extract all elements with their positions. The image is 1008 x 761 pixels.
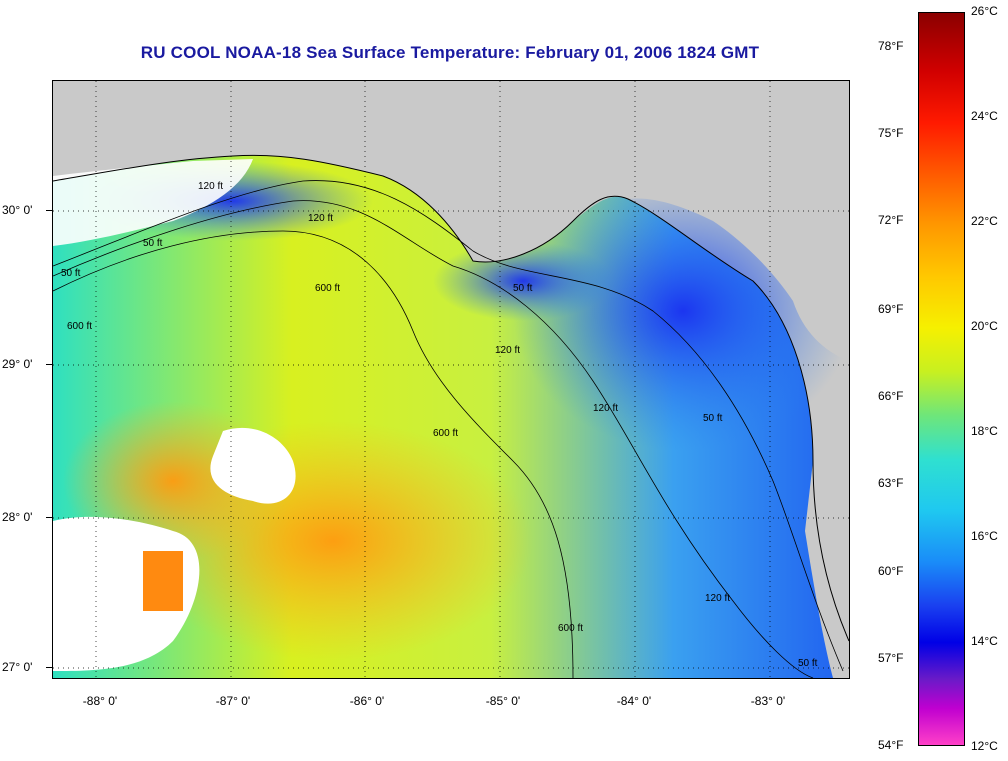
colorbar-fahrenheit-label: 66°F	[878, 389, 904, 403]
contour-label: 120 ft	[705, 593, 730, 604]
longitude-label: -88° 0'	[82, 694, 118, 708]
colorbar-celsius-label: 14°C	[971, 634, 998, 648]
land-bay-white	[53, 159, 253, 246]
warm-water-patch	[143, 551, 183, 611]
sst-map: 50 ft 120 ft 600 ft 50 ft 120 ft 600 ft …	[52, 80, 850, 679]
contour-label: 50 ft	[143, 238, 163, 249]
colorbar-fahrenheit-label: 69°F	[878, 302, 904, 316]
colorbar-fahrenheit-label: 72°F	[878, 213, 904, 227]
lat-tick	[46, 667, 52, 668]
cloud-mask	[210, 427, 296, 504]
sst-map-canvas: 50 ft 120 ft 600 ft 50 ft 120 ft 600 ft …	[53, 81, 849, 678]
longitude-label: -86° 0'	[349, 694, 385, 708]
contour-label: 50 ft	[513, 283, 533, 294]
colorbar-fahrenheit-label: 63°F	[878, 476, 904, 490]
lat-tick	[46, 210, 52, 211]
colorbar-celsius-label: 26°C	[971, 4, 998, 18]
colorbar-celsius-label: 20°C	[971, 319, 998, 333]
contour-label: 50 ft	[703, 413, 723, 424]
contour-label: 600 ft	[433, 428, 458, 439]
contour-label: 600 ft	[558, 623, 583, 634]
colorbar-fahrenheit-label: 54°F	[878, 738, 904, 752]
contour-50ft	[53, 180, 844, 672]
contour-label: 50 ft	[61, 268, 81, 279]
longitude-label: -84° 0'	[616, 694, 652, 708]
colorbar-celsius-label: 16°C	[971, 529, 998, 543]
colorbar-fahrenheit-label: 57°F	[878, 651, 904, 665]
latitude-label: 28° 0'	[2, 510, 33, 524]
longitude-label: -85° 0'	[485, 694, 521, 708]
latitude-label: 27° 0'	[2, 660, 33, 674]
colorbar-celsius-label: 24°C	[971, 109, 998, 123]
longitude-label: -87° 0'	[215, 694, 251, 708]
contour-600ft	[53, 230, 574, 678]
colorbar-celsius-label: 22°C	[971, 214, 998, 228]
contour-label: 120 ft	[308, 213, 333, 224]
coastline	[53, 154, 849, 642]
map-title: RU COOL NOAA-18 Sea Surface Temperature:…	[140, 43, 760, 62]
colorbar-fahrenheit-label: 75°F	[878, 126, 904, 140]
lat-tick	[46, 517, 52, 518]
colorbar-celsius-label: 12°C	[971, 739, 998, 753]
longitude-label: -83° 0'	[750, 694, 786, 708]
colorbar-celsius-label: 18°C	[971, 424, 998, 438]
contour-120ft	[53, 200, 814, 678]
temperature-colorbar	[918, 12, 965, 746]
contour-label: 50 ft	[798, 658, 818, 669]
contour-label: 120 ft	[593, 403, 618, 414]
contour-label: 600 ft	[315, 283, 340, 294]
latitude-label: 30° 0'	[2, 203, 33, 217]
contour-label: 120 ft	[198, 181, 223, 192]
colorbar-fahrenheit-label: 78°F	[878, 39, 904, 53]
land-northern-coast	[53, 81, 849, 361]
contour-label: 600 ft	[67, 321, 92, 332]
lat-tick	[46, 364, 52, 365]
contour-label: 120 ft	[495, 345, 520, 356]
colorbar-fahrenheit-label: 60°F	[878, 564, 904, 578]
latitude-label: 29° 0'	[2, 357, 33, 371]
